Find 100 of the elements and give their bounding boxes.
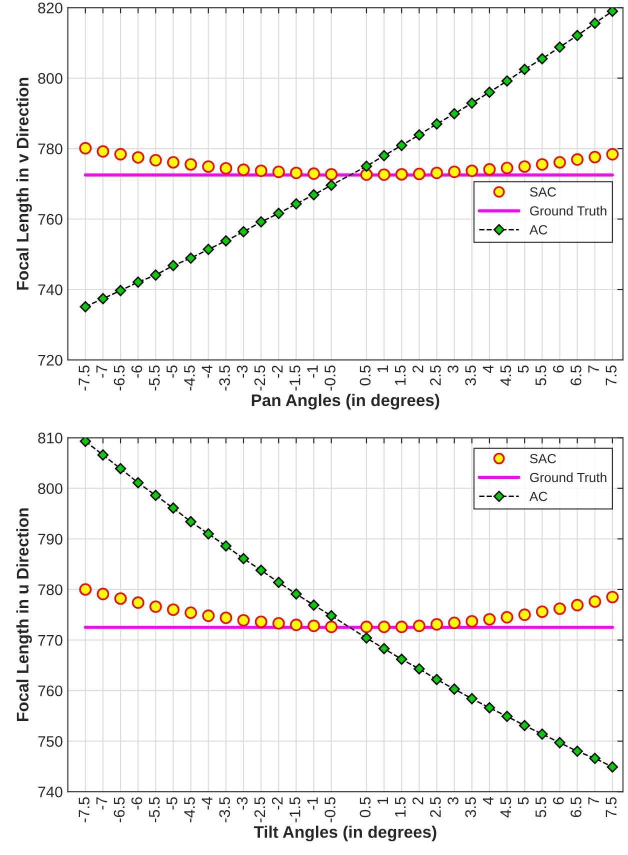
point: [430, 618, 443, 631]
legend-label: Ground Truth: [530, 206, 606, 216]
point: [589, 752, 600, 764]
point: [466, 693, 478, 704]
point: [606, 590, 619, 604]
y-tick-label: 760: [38, 685, 62, 696]
point: [96, 145, 110, 158]
y-tick-label: 780: [38, 143, 62, 154]
point: [554, 156, 566, 169]
point: [378, 620, 390, 634]
y-tick-label: 820: [38, 2, 62, 14]
x-tick-label: -3: [236, 797, 248, 810]
point: [254, 616, 268, 628]
point: [202, 160, 215, 173]
point: [572, 746, 583, 757]
x-tick-label: -6.5: [114, 797, 125, 822]
x-tick-label: -2: [272, 366, 283, 378]
y-axis-title: Focal Length in u Direction: [16, 508, 32, 722]
point: [114, 463, 126, 474]
point: [554, 602, 566, 615]
x-tick-label: 6.5: [570, 365, 582, 386]
point: [483, 163, 496, 176]
x-tick-label: -2: [272, 797, 283, 810]
x-tick-label: 5: [518, 797, 529, 804]
point: [360, 168, 373, 181]
x-tick-label: -1.5: [290, 365, 300, 390]
x-tick-label: 2: [412, 797, 424, 804]
x-tick-label: 1: [377, 797, 388, 804]
x-tick-label: -6.5: [114, 365, 125, 390]
point: [255, 216, 267, 228]
y-tick-label: 750: [38, 736, 62, 747]
point: [571, 598, 584, 612]
point: [114, 284, 126, 296]
x-tick-label: 4: [482, 365, 494, 373]
x-tick-label: 4.5: [500, 365, 512, 386]
point: [448, 616, 461, 630]
point: [518, 720, 530, 732]
point: [290, 198, 302, 210]
point: [588, 150, 602, 164]
x-tick-label: -1: [307, 366, 318, 378]
y-tick-label: 760: [38, 214, 62, 225]
point: [114, 592, 127, 605]
point: [202, 244, 214, 255]
x-tick-label: -6: [131, 797, 142, 810]
point: [238, 226, 250, 238]
point: [149, 600, 162, 613]
point: [80, 301, 91, 312]
point: [79, 583, 92, 596]
point: [149, 154, 162, 166]
point: [466, 615, 478, 628]
x-tick-label: 2: [412, 366, 424, 373]
point: [431, 674, 442, 686]
y-tick-label: 800: [38, 73, 62, 84]
x-tick-label: -7: [96, 366, 107, 378]
point: [255, 564, 267, 576]
point: [518, 64, 530, 75]
point: [378, 643, 390, 654]
legend-label: SAC: [530, 187, 556, 197]
point: [185, 252, 196, 264]
x-tick-label: -7.5: [78, 797, 90, 822]
point: [184, 158, 198, 171]
x-tick-label: -1: [307, 797, 318, 810]
x-tick-label: 1: [377, 366, 388, 372]
point: [554, 42, 566, 53]
x-tick-label: 7: [588, 797, 599, 804]
legend-label: SAC: [530, 454, 556, 464]
point: [395, 620, 408, 634]
x-tick-label: -5.5: [149, 797, 160, 822]
legend-label: AC: [529, 225, 548, 234]
point: [290, 588, 302, 600]
x-tick-label: -4.5: [184, 365, 195, 390]
point: [448, 683, 460, 695]
point: [220, 235, 232, 246]
point: [554, 737, 566, 748]
point: [168, 260, 179, 272]
point: [202, 528, 214, 540]
x-tick-label: -2.5: [254, 797, 266, 822]
point: [150, 269, 162, 281]
point: [97, 293, 109, 304]
point: [360, 160, 372, 172]
point: [396, 654, 408, 665]
point: [589, 18, 600, 29]
x-tick-label: 5.5: [536, 365, 546, 386]
point: [79, 142, 92, 154]
point: [80, 438, 91, 447]
x-tick-label: -3.5: [219, 365, 230, 390]
x-axis-title: Pan Angles (in degrees): [252, 394, 440, 410]
point: [273, 576, 284, 588]
point: [220, 162, 232, 175]
point: [132, 596, 144, 609]
x-tick-label: 4.5: [500, 797, 512, 818]
x-tick-label: -1.5: [290, 797, 300, 822]
point: [484, 86, 496, 98]
y-tick-label: 770: [38, 634, 62, 646]
point: [132, 276, 144, 288]
point: [536, 158, 548, 171]
point: [185, 516, 196, 528]
x-tick-label: 5: [518, 365, 529, 373]
x-tick-label: -4.5: [184, 797, 195, 822]
x-tick-label: 1.5: [395, 365, 406, 385]
